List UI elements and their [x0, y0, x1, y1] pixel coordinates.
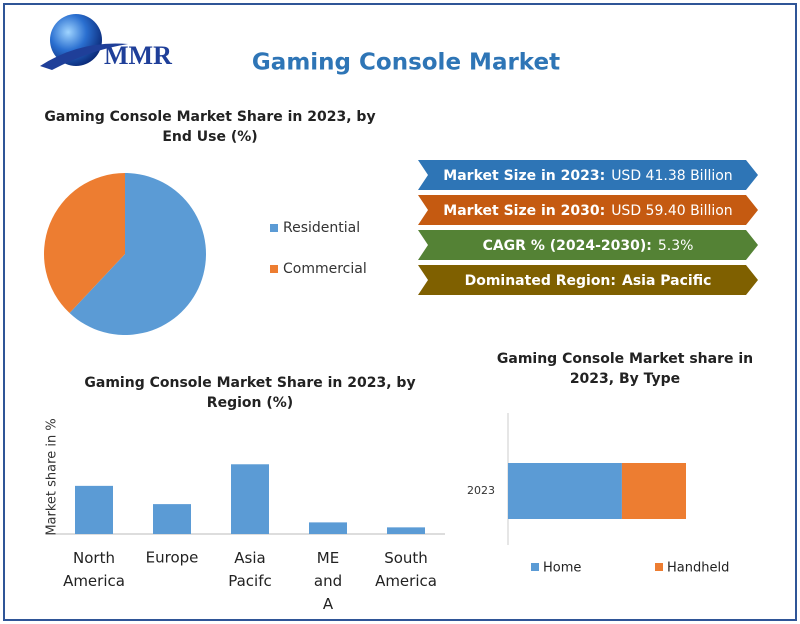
y-tick-label: 2023 — [467, 484, 495, 497]
x-tick-label: Asia Pacifc — [228, 549, 272, 590]
chart-title: Gaming Console Market share in 2023, By … — [496, 351, 754, 387]
bar — [153, 504, 191, 534]
highlight-value: USD 59.40 Billion — [611, 203, 733, 219]
highlight-value: Asia Pacific — [622, 273, 711, 289]
page-title: Gaming Console Market — [252, 50, 560, 76]
chart-title: Gaming Console Market Share in 2023, by … — [44, 109, 376, 145]
x-tick-label: Europe — [146, 549, 199, 567]
highlight-banner — [418, 160, 758, 190]
highlight-banner — [418, 230, 758, 260]
highlight-label: CAGR % (2024-2030): — [483, 238, 652, 254]
x-tick-label: South America — [375, 549, 437, 590]
highlight-label: Dominated Region: — [465, 273, 616, 289]
highlight-banner — [418, 265, 758, 295]
legend-swatch — [270, 265, 278, 273]
legend-label: Handheld — [667, 561, 729, 576]
legend-label: Home — [543, 561, 581, 576]
highlight-banner — [418, 195, 758, 225]
bar-segment — [621, 463, 686, 519]
y-axis-label: Market share in % — [45, 418, 60, 535]
highlight-text: Market Size in 2023: USD 41.38 Billion — [443, 168, 732, 184]
logo-swoosh — [40, 43, 128, 70]
pie-slice — [44, 173, 125, 314]
x-tick-label: North America — [63, 549, 125, 590]
x-tick-label: ME and A — [314, 549, 342, 613]
legend-swatch — [531, 563, 539, 571]
legend-swatch — [270, 224, 278, 232]
bar-segment — [508, 463, 622, 519]
bar — [309, 522, 347, 534]
highlight-label: Market Size in 2023: — [443, 168, 605, 184]
pie-slice — [69, 173, 207, 335]
legend-label: Commercial — [283, 261, 367, 277]
highlight-value: USD 41.38 Billion — [611, 168, 733, 184]
bar — [75, 485, 113, 534]
chart-title: Gaming Console Market Share in 2023, by … — [84, 375, 416, 411]
highlight-text: CAGR % (2024-2030): 5.3% — [483, 238, 694, 254]
legend-label: Residential — [283, 220, 360, 236]
highlight-label: Market Size in 2030: — [443, 203, 605, 219]
highlight-value: 5.3% — [658, 238, 694, 254]
highlight-text: Dominated Region: Asia Pacific — [465, 273, 712, 289]
highlight-text: Market Size in 2030: USD 59.40 Billion — [443, 203, 732, 219]
logo-text: MMR — [104, 41, 172, 70]
page-border — [3, 3, 797, 621]
bar — [231, 464, 269, 534]
bar — [387, 527, 425, 534]
legend-swatch — [655, 563, 663, 571]
